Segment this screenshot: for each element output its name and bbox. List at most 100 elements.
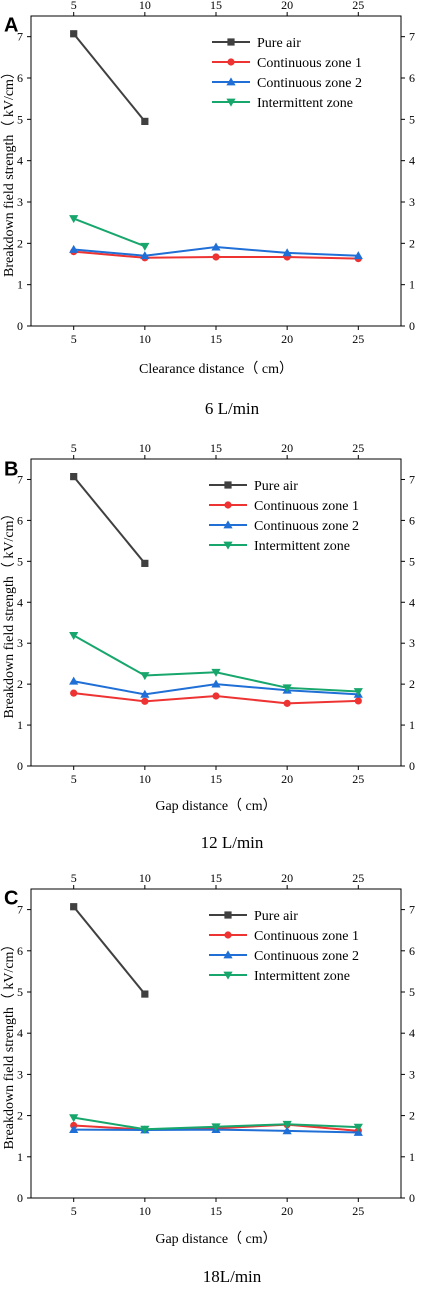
series-line	[73, 217, 146, 248]
x-axis-label: Gap distance（ cm）	[155, 1231, 276, 1247]
series-line	[72, 475, 146, 565]
series-pure-air	[70, 30, 149, 125]
legend-item: Intermittent zone	[212, 96, 353, 111]
y-tick-label: 5	[17, 554, 23, 568]
x-axis-label: Gap distance（ cm）	[155, 798, 276, 814]
legend-item: Pure air	[212, 36, 301, 51]
x-tick-label: 5	[71, 1204, 77, 1218]
x-tick-label: 20	[281, 1204, 293, 1218]
y-tick-label: 7	[17, 903, 23, 917]
legend-label: Intermittent zone	[254, 539, 350, 554]
flow-rate-caption: 6 L/min	[205, 399, 260, 418]
legend-marker	[226, 98, 236, 107]
legend-marker	[227, 58, 235, 66]
y-tick-label-right: 5	[409, 554, 415, 568]
y-tick-label: 4	[17, 1026, 23, 1040]
y-tick-label-right: 7	[409, 30, 415, 44]
y-tick-label-right: 5	[409, 985, 415, 999]
x-tick-label: 20	[281, 332, 293, 346]
y-tick-label-right: 6	[409, 71, 415, 85]
data-point	[211, 679, 221, 688]
legend-label: Continuous zone 1	[254, 499, 359, 514]
y-tick-label: 3	[17, 1067, 23, 1081]
panel-letter: C	[4, 888, 18, 910]
legend-label: Continuous zone 2	[257, 76, 362, 91]
data-point	[69, 1114, 79, 1123]
flow-rate-caption: 18L/min	[203, 1267, 262, 1286]
legend-marker	[223, 541, 233, 550]
legend-item: Intermittent zone	[209, 969, 350, 984]
data-point	[283, 699, 291, 707]
x-tick-label-top: 20	[281, 871, 293, 885]
y-tick-label: 0	[17, 1191, 23, 1205]
y-tick-label: 1	[17, 718, 23, 732]
data-point	[140, 689, 150, 698]
data-point	[69, 215, 79, 224]
x-tick-label: 5	[71, 332, 77, 346]
legend-item: Intermittent zone	[209, 539, 350, 554]
legend-label: Intermittent zone	[254, 969, 350, 984]
y-tick-label-right: 3	[409, 636, 415, 650]
y-tick-label: 6	[17, 513, 23, 527]
y-tick-label-right: 4	[409, 1026, 415, 1040]
x-tick-label-top: 25	[352, 441, 364, 455]
data-point	[211, 668, 221, 677]
data-point	[140, 242, 150, 251]
y-tick-label-right: 4	[409, 595, 415, 609]
legend-marker	[224, 911, 232, 919]
y-tick-label-right: 7	[409, 903, 415, 917]
y-tick-label-right: 4	[409, 154, 415, 168]
series-intermittent-zone	[69, 632, 363, 697]
legend-label: Intermittent zone	[257, 96, 353, 111]
series-continuous-zone-1	[70, 689, 362, 707]
data-point	[212, 253, 220, 261]
y-tick-label: 0	[17, 319, 23, 333]
legend-item: Pure air	[209, 479, 298, 494]
data-point	[69, 244, 79, 253]
x-tick-label-top: 5	[71, 441, 77, 455]
x-tick-label: 10	[139, 1204, 151, 1218]
y-axis-label: Breakdown field strength（ kV/cm）	[1, 65, 17, 277]
data-point	[353, 1123, 363, 1132]
flow-rate-caption: 12 L/min	[201, 833, 264, 852]
legend-label: Continuous zone 1	[257, 56, 362, 71]
x-tick-label-top: 15	[210, 871, 222, 885]
y-tick-label: 4	[17, 154, 23, 168]
legend: Pure air Continuous zone 1 Continuous zone…	[212, 36, 362, 111]
data-point	[69, 1125, 79, 1134]
x-tick-label: 25	[352, 1204, 364, 1218]
x-tick-label-top: 25	[352, 871, 364, 885]
legend-label: Pure air	[254, 909, 298, 924]
y-tick-label: 7	[17, 30, 23, 44]
legend-marker	[223, 971, 233, 980]
x-tick-label-top: 20	[281, 441, 293, 455]
y-tick-label: 0	[17, 759, 23, 773]
data-point	[69, 676, 79, 685]
chart-panel-c: C 5 5 10 10 15 15 20 20 25 25 0 0 1 1 2 2 3 3 4 4 5 5 6 6 7 7 Gap d…	[1, 871, 415, 1286]
x-tick-label: 20	[281, 772, 293, 786]
legend-item: Continuous zone 1	[209, 499, 359, 514]
legend-marker	[223, 950, 233, 959]
y-tick-label-right: 1	[409, 1150, 415, 1164]
data-point	[282, 248, 292, 257]
data-point	[70, 689, 78, 697]
data-point	[211, 242, 221, 251]
legend-label: Continuous zone 1	[254, 929, 359, 944]
data-point	[212, 692, 220, 700]
data-point	[354, 697, 362, 705]
y-tick-label-right: 6	[409, 513, 415, 527]
x-tick-label-top: 15	[210, 441, 222, 455]
legend-marker	[223, 520, 233, 529]
legend-item: Pure air	[209, 909, 298, 924]
data-point	[353, 688, 363, 697]
x-tick-label: 15	[210, 332, 222, 346]
y-tick-label-right: 1	[409, 278, 415, 292]
y-tick-label-right: 0	[409, 759, 415, 773]
panel-letter: B	[4, 459, 18, 481]
x-tick-label: 25	[352, 332, 364, 346]
legend-item: Continuous zone 2	[209, 519, 359, 534]
y-tick-label: 2	[17, 236, 23, 250]
x-tick-label-top: 5	[71, 871, 77, 885]
data-point	[353, 1127, 363, 1136]
y-tick-label: 2	[17, 1109, 23, 1123]
